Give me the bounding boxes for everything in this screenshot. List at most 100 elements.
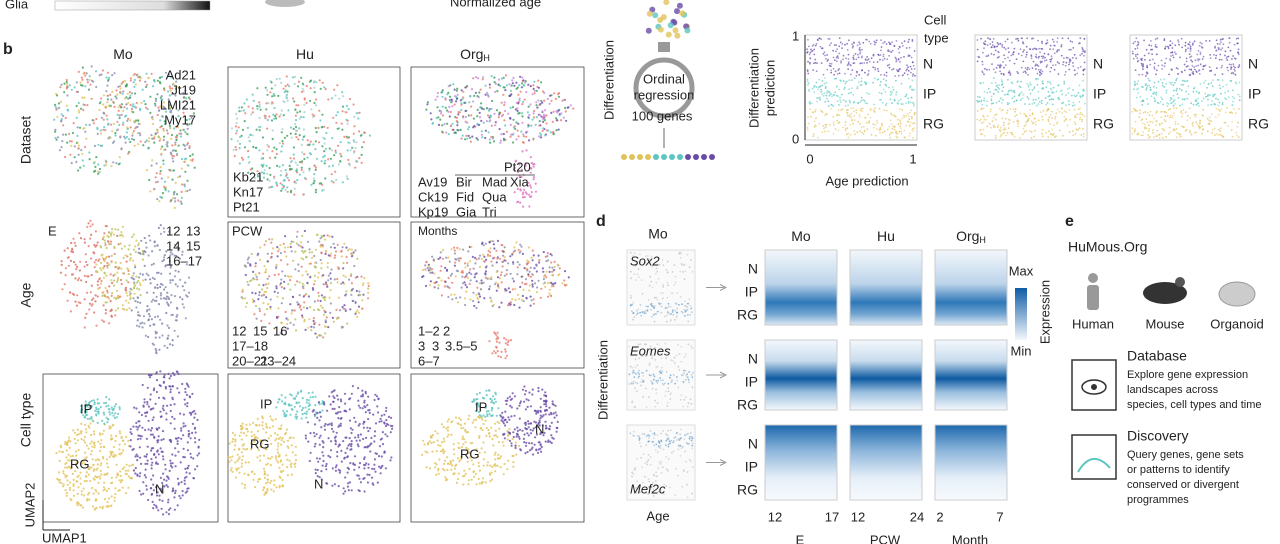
cell-dot xyxy=(132,233,135,236)
cell-dot xyxy=(512,168,515,171)
cell-dot xyxy=(293,187,296,190)
cell-dot xyxy=(105,246,108,250)
cell-dot xyxy=(266,478,269,481)
cell-dot xyxy=(150,164,153,167)
cell-dot xyxy=(529,103,532,106)
cell-dot xyxy=(110,233,113,236)
cell-dot xyxy=(451,281,454,284)
cell-dot xyxy=(92,463,95,466)
cell-dot xyxy=(524,162,527,165)
cell-dot xyxy=(281,183,284,186)
cell-dot xyxy=(347,444,350,447)
cell-dot xyxy=(71,251,75,254)
cell-dot xyxy=(486,93,489,96)
cell-dot xyxy=(167,190,170,193)
cell-dot xyxy=(524,444,528,447)
cell-dot xyxy=(336,277,339,281)
cell-dot xyxy=(106,501,109,504)
cell-dot xyxy=(265,448,268,451)
cell-dot xyxy=(824,54,826,57)
cell-dot xyxy=(539,444,542,447)
cell-dot xyxy=(537,79,540,82)
cell-dot xyxy=(353,125,356,128)
cell-dot xyxy=(462,426,465,429)
cell-dot xyxy=(97,492,100,495)
cell-dot xyxy=(157,439,160,442)
cell-dot xyxy=(342,307,345,310)
cell-dot xyxy=(173,329,176,332)
cell-dot xyxy=(485,258,488,261)
cell-dot xyxy=(287,179,291,182)
cell-dot xyxy=(265,308,269,311)
cell-dot xyxy=(324,238,327,241)
cell-dot xyxy=(294,415,297,418)
cell-dot xyxy=(188,472,191,475)
cell-dot xyxy=(440,112,443,115)
cell-dot xyxy=(510,406,513,409)
cell-dot xyxy=(333,278,336,281)
cell-dot xyxy=(275,459,278,462)
cell-dot xyxy=(188,123,191,126)
cell-dot xyxy=(91,486,94,490)
cell-dot xyxy=(523,196,526,199)
cell-dot xyxy=(159,119,162,122)
cell-dot xyxy=(840,60,842,63)
cell-dot xyxy=(373,463,376,466)
cell-dot xyxy=(342,440,345,443)
cell-dot xyxy=(362,282,365,285)
cell-dot xyxy=(130,464,133,467)
cell-dot xyxy=(480,119,483,122)
cell-dot xyxy=(461,271,464,274)
cell-dot xyxy=(57,136,60,139)
cell-dot xyxy=(862,41,865,44)
cell-dot xyxy=(496,435,499,438)
cell-dot xyxy=(133,281,136,284)
cell-dot xyxy=(152,291,155,294)
cell-dot xyxy=(141,279,145,282)
cell-dot xyxy=(477,257,480,260)
cell-dot xyxy=(256,87,259,90)
cell-dot xyxy=(278,165,281,168)
cell-dot xyxy=(331,407,334,410)
cell-dot xyxy=(148,315,151,318)
cell-dot xyxy=(539,417,542,420)
cell-dot xyxy=(102,486,105,489)
cell-dot xyxy=(477,77,480,80)
cell-dot xyxy=(542,250,545,254)
cell-dot xyxy=(297,263,300,266)
cell-dot xyxy=(171,385,175,388)
cell-dot xyxy=(92,162,96,165)
cell-dot xyxy=(116,280,119,283)
cell-dot xyxy=(360,395,363,398)
cell-dot xyxy=(194,441,197,444)
cell-dot xyxy=(852,58,855,61)
cell-dot xyxy=(262,163,265,166)
cell-type-label: RG xyxy=(460,446,480,461)
cell-dot xyxy=(897,58,900,60)
cell-dot xyxy=(152,474,155,477)
cell-dot xyxy=(832,67,835,70)
cell-dot xyxy=(478,469,481,472)
cell-dot xyxy=(511,437,514,441)
cell-dot xyxy=(504,418,507,421)
cell-dot xyxy=(494,90,497,93)
cell-dot xyxy=(71,454,74,457)
cell-dot xyxy=(106,462,109,465)
cell-dot xyxy=(82,414,85,417)
cell-dot xyxy=(465,134,468,137)
cell-dot xyxy=(334,412,338,415)
cell-dot xyxy=(167,372,170,375)
cell-dot xyxy=(132,425,135,428)
cell-dot xyxy=(152,407,155,410)
cell-dot xyxy=(465,286,469,289)
cell-dot xyxy=(444,476,447,479)
cell-dot xyxy=(337,267,340,270)
cell-dot xyxy=(303,103,306,106)
cell-dot xyxy=(466,84,469,88)
cell-dot xyxy=(504,109,507,113)
cell-dot xyxy=(468,467,471,471)
cell-dot xyxy=(363,399,366,402)
cell-dot xyxy=(295,395,298,398)
cell-dot xyxy=(864,58,867,60)
cell-dot xyxy=(327,98,330,101)
